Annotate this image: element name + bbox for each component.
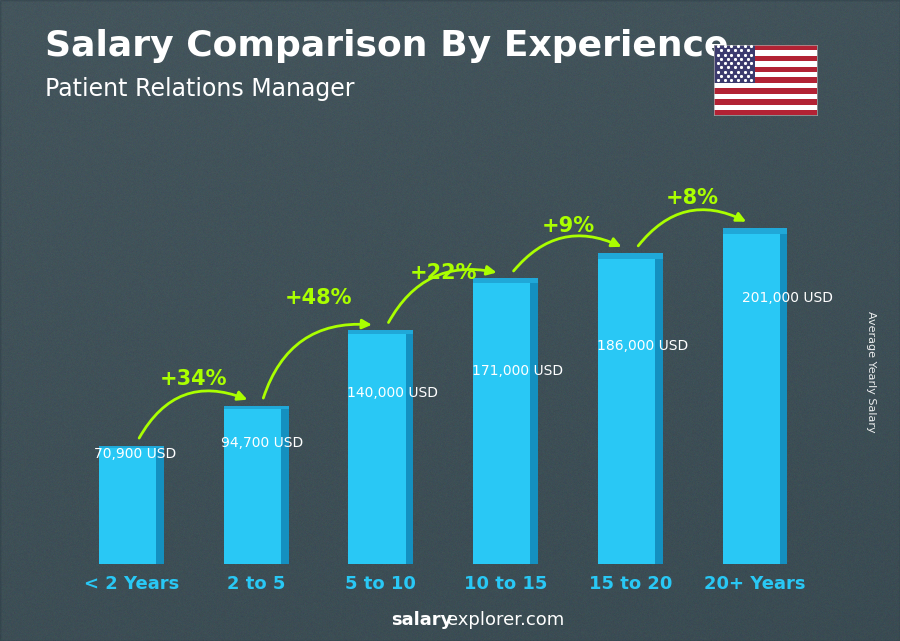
Bar — [99, 445, 164, 447]
Bar — [714, 110, 817, 115]
Text: +48%: +48% — [284, 288, 352, 308]
Text: Average Yearly Salary: Average Yearly Salary — [866, 311, 877, 433]
Bar — [779, 228, 788, 564]
Bar — [714, 78, 817, 83]
Bar — [598, 253, 662, 564]
Text: explorer.com: explorer.com — [447, 612, 564, 629]
Bar — [723, 228, 788, 234]
Bar — [157, 445, 164, 564]
Bar — [714, 45, 817, 50]
Bar — [714, 45, 755, 83]
Bar — [723, 228, 788, 564]
Text: +34%: +34% — [160, 369, 228, 388]
Bar — [598, 253, 662, 259]
Bar — [224, 406, 289, 564]
Bar — [348, 330, 413, 564]
Text: 171,000 USD: 171,000 USD — [472, 364, 563, 378]
Text: 70,900 USD: 70,900 USD — [94, 447, 176, 461]
Bar — [281, 406, 289, 564]
Bar — [714, 88, 817, 94]
Bar — [714, 94, 817, 99]
Text: +22%: +22% — [410, 263, 477, 283]
Bar — [348, 330, 413, 334]
Bar — [714, 67, 817, 72]
Bar — [655, 253, 662, 564]
Bar — [473, 278, 538, 564]
Text: 140,000 USD: 140,000 USD — [347, 387, 438, 400]
Text: +9%: +9% — [542, 216, 595, 237]
Bar — [530, 278, 538, 564]
Text: 186,000 USD: 186,000 USD — [597, 338, 688, 353]
Bar — [714, 50, 817, 56]
Text: +8%: +8% — [666, 188, 719, 208]
Text: Salary Comparison By Experience: Salary Comparison By Experience — [45, 29, 728, 63]
Bar — [714, 83, 817, 88]
Bar — [714, 104, 817, 110]
Bar — [714, 56, 817, 61]
Bar — [99, 445, 164, 564]
Bar — [714, 99, 817, 104]
Text: Patient Relations Manager: Patient Relations Manager — [45, 77, 355, 101]
Text: 94,700 USD: 94,700 USD — [221, 436, 303, 450]
Text: 201,000 USD: 201,000 USD — [742, 291, 833, 305]
Text: salary: salary — [392, 612, 453, 629]
Bar — [406, 330, 413, 564]
Bar — [714, 72, 817, 78]
Bar — [473, 278, 538, 283]
Bar — [714, 61, 817, 67]
Bar — [224, 406, 289, 408]
